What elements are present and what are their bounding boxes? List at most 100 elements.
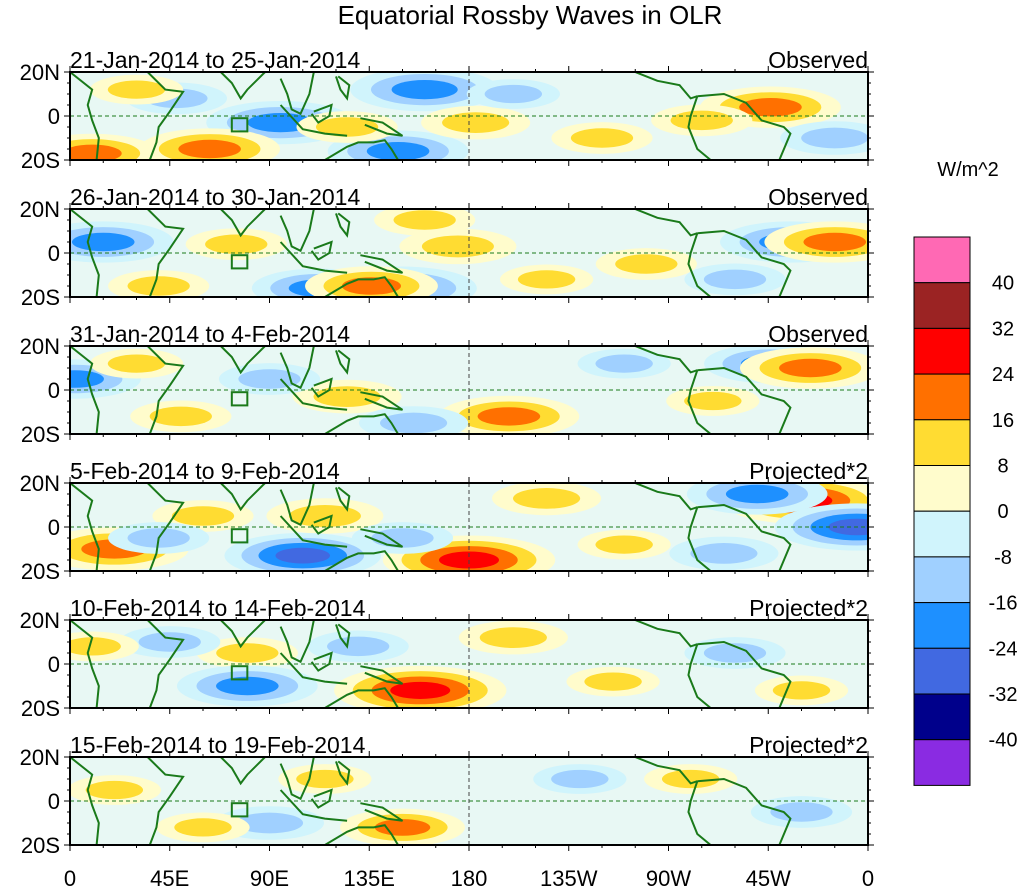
- y-tick-label: 20N: [20, 745, 60, 770]
- colorbar-level-label: -8: [994, 547, 1012, 569]
- panel-kind-label: Observed: [768, 47, 868, 73]
- anomaly-contour-positive: [107, 80, 166, 99]
- coastline: [687, 95, 712, 160]
- coastline: [324, 550, 399, 571]
- colorbar-level-label: -40: [989, 730, 1018, 752]
- colorbar-swatch: [913, 510, 971, 558]
- x-tick-label: 90W: [646, 866, 691, 890]
- anomaly-contour-positive: [615, 254, 678, 274]
- anomaly-contour-positive: [517, 270, 576, 289]
- anomaly-contour-positive: [595, 535, 653, 554]
- panel-6: 20N 0 20S 15-Feb-2014 to 19-Feb-2014 Project…: [20, 732, 874, 858]
- anomaly-contour-positive: [477, 407, 541, 426]
- anomaly-field: [70, 620, 849, 708]
- x-tick-label: 90E: [250, 866, 289, 890]
- coastline: [279, 209, 315, 253]
- y-tick-label: 20N: [20, 197, 60, 222]
- coastline: [360, 665, 404, 685]
- coastline: [687, 643, 712, 708]
- coastline: [687, 506, 712, 571]
- coastline: [634, 620, 698, 648]
- panel-date-range: 26-Jan-2014 to 30-Jan-2014: [70, 184, 360, 210]
- coastline: [360, 391, 404, 411]
- anomaly-contour-positive: [421, 235, 494, 258]
- x-tick-label: 0: [64, 866, 76, 890]
- anomaly-contour-negative: [703, 269, 767, 290]
- coastline: [279, 378, 348, 411]
- anomaly-contour-positive: [70, 144, 122, 160]
- reference-box: [230, 391, 249, 407]
- coastline: [146, 620, 185, 708]
- panel-date-range: 15-Feb-2014 to 19-Feb-2014: [70, 732, 366, 758]
- colorbar-swatch: [913, 739, 971, 786]
- x-tick-label: 0: [862, 866, 874, 890]
- coastline: [335, 75, 351, 101]
- anomaly-field: [70, 346, 868, 434]
- colorbar-swatch: [913, 693, 971, 741]
- coastline: [687, 369, 712, 434]
- coastline: [70, 209, 100, 297]
- anomaly-contour-positive: [390, 681, 451, 699]
- anomaly-contour-negative: [71, 232, 135, 252]
- coastline: [70, 620, 100, 708]
- anomaly-contour-positive: [779, 358, 842, 378]
- reference-box: [230, 117, 249, 133]
- anomaly-contour-negative: [366, 142, 430, 160]
- colorbar-swatch: [913, 282, 971, 329]
- x-tick-label: 180: [451, 866, 488, 890]
- anomaly-contour-negative: [770, 802, 833, 822]
- anomaly-contour-positive: [442, 112, 510, 133]
- coastline: [634, 346, 698, 374]
- anomaly-contour-positive: [684, 391, 742, 411]
- panel-date-range: 5-Feb-2014 to 9-Feb-2014: [70, 458, 340, 484]
- panel-5: 20N 0 20S 10-Feb-2014 to 14-Feb-2014 Project…: [20, 595, 874, 721]
- colorbar-unit-label: W/m^2: [937, 159, 999, 181]
- colorbar-swatch: [913, 327, 971, 375]
- coastline: [146, 346, 185, 434]
- coastline: [220, 346, 266, 375]
- anomaly-contour-negative: [391, 79, 458, 100]
- coastline: [687, 232, 712, 297]
- coastline: [324, 276, 399, 297]
- panel-kind-label: Projected*2: [749, 595, 868, 621]
- coastline: [634, 483, 698, 511]
- colorbar-swatch: [913, 465, 971, 512]
- coastline: [146, 757, 185, 845]
- colorbar-swatch: [913, 602, 971, 649]
- coastline: [697, 503, 792, 571]
- anomaly-contour-positive: [479, 627, 547, 648]
- coastline: [335, 349, 351, 375]
- anomaly-contour-negative: [380, 412, 448, 434]
- anomaly-contour-positive: [374, 819, 431, 836]
- coastline: [335, 212, 351, 238]
- coastline: [279, 652, 348, 685]
- anomaly-contour-positive: [313, 386, 381, 407]
- anomaly-contour-negative: [725, 484, 789, 504]
- anomaly-contour-positive: [513, 488, 581, 509]
- y-tick-label: 20S: [21, 833, 60, 858]
- colorbar: W/m^2 40 32 24 16 8 0 -8 -16 -24 -32 -40: [913, 159, 1018, 786]
- coastline: [220, 757, 266, 786]
- coastline: [279, 620, 315, 664]
- colorbar-swatch: [913, 236, 971, 284]
- y-tick-label: 0: [48, 378, 60, 403]
- colorbar-level-label: 40: [992, 273, 1014, 295]
- coastline: [360, 528, 404, 548]
- coastline: [335, 760, 351, 786]
- reference-box: [230, 254, 249, 270]
- anomaly-contour-positive: [393, 210, 456, 230]
- colorbar-level-label: 32: [992, 318, 1014, 340]
- y-tick-label: 20S: [21, 285, 60, 310]
- y-tick-label: 20N: [20, 334, 60, 359]
- anomaly-contour-positive: [107, 354, 166, 373]
- coastline: [634, 757, 698, 785]
- coastline: [634, 209, 698, 237]
- chart-title: Equatorial Rossby Waves in OLR: [338, 0, 723, 30]
- anomaly-contour-negative: [690, 543, 758, 564]
- coastline: [697, 366, 792, 434]
- coastline: [279, 104, 348, 137]
- y-tick-label: 20S: [21, 696, 60, 721]
- colorbar-level-label: -24: [989, 638, 1018, 660]
- anomaly-contour-negative: [327, 636, 390, 657]
- x-tick-label: 45W: [746, 866, 791, 890]
